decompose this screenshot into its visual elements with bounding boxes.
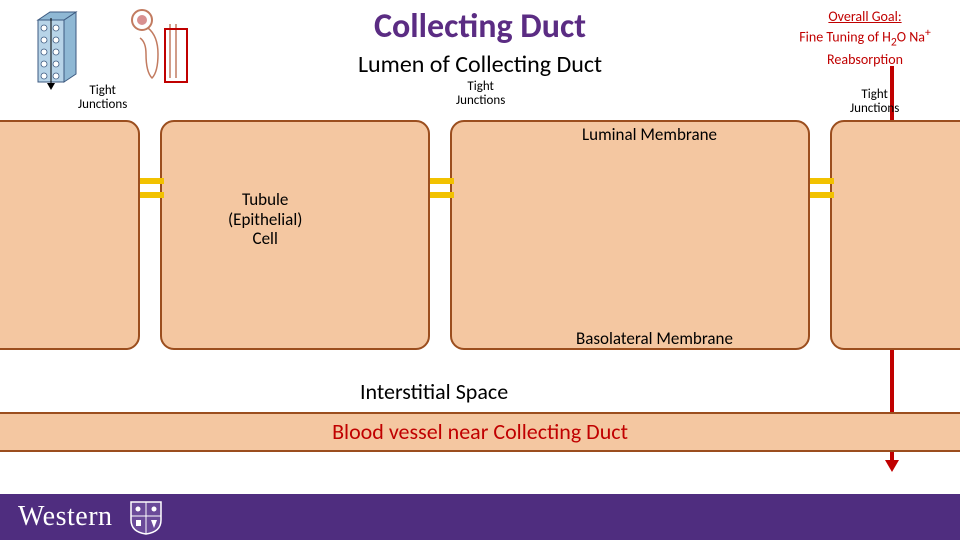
footer-logo-text: Western: [18, 501, 113, 533]
goal-arrow-head: [885, 460, 899, 472]
epithelial-cell: [830, 120, 960, 350]
footer-bar: Western: [0, 494, 960, 540]
blood-vessel-label: Blood vessel near Collecting Duct: [0, 418, 960, 445]
crest-icon: [127, 498, 165, 536]
luminal-membrane-label: Luminal Membrane: [582, 124, 717, 145]
goal-line2: Fine Tuning of H2O Na+: [780, 26, 950, 51]
epithelial-cell: [450, 120, 810, 350]
goal-line3: Reabsorption: [780, 51, 950, 69]
tight-junction-bar: [430, 192, 454, 198]
tight-junction-bar: [430, 178, 454, 184]
tight-junction-bar: [810, 192, 834, 198]
tight-junction-bar: [140, 178, 164, 184]
nephron-icon: [120, 6, 200, 91]
basolateral-membrane-label: Basolateral Membrane: [576, 328, 733, 349]
tight-junction-bar: [810, 178, 834, 184]
epithelial-cell: [0, 120, 140, 350]
goal-line1: Overall Goal:: [780, 8, 950, 26]
tight-junction-bar: [140, 192, 164, 198]
tight-junctions-label-left: TightJunctions: [78, 84, 127, 113]
nephron-highlight-box: [164, 28, 188, 83]
tight-junctions-label-right: TightJunctions: [850, 88, 899, 117]
interstitial-space-label: Interstitial Space: [360, 378, 508, 405]
tight-junctions-label-center: TightJunctions: [456, 80, 505, 109]
overall-goal: Overall Goal: Fine Tuning of H2O Na+ Rea…: [780, 8, 950, 69]
tubule-epithelial-cell-label: Tubule (Epithelial) Cell: [228, 190, 302, 249]
